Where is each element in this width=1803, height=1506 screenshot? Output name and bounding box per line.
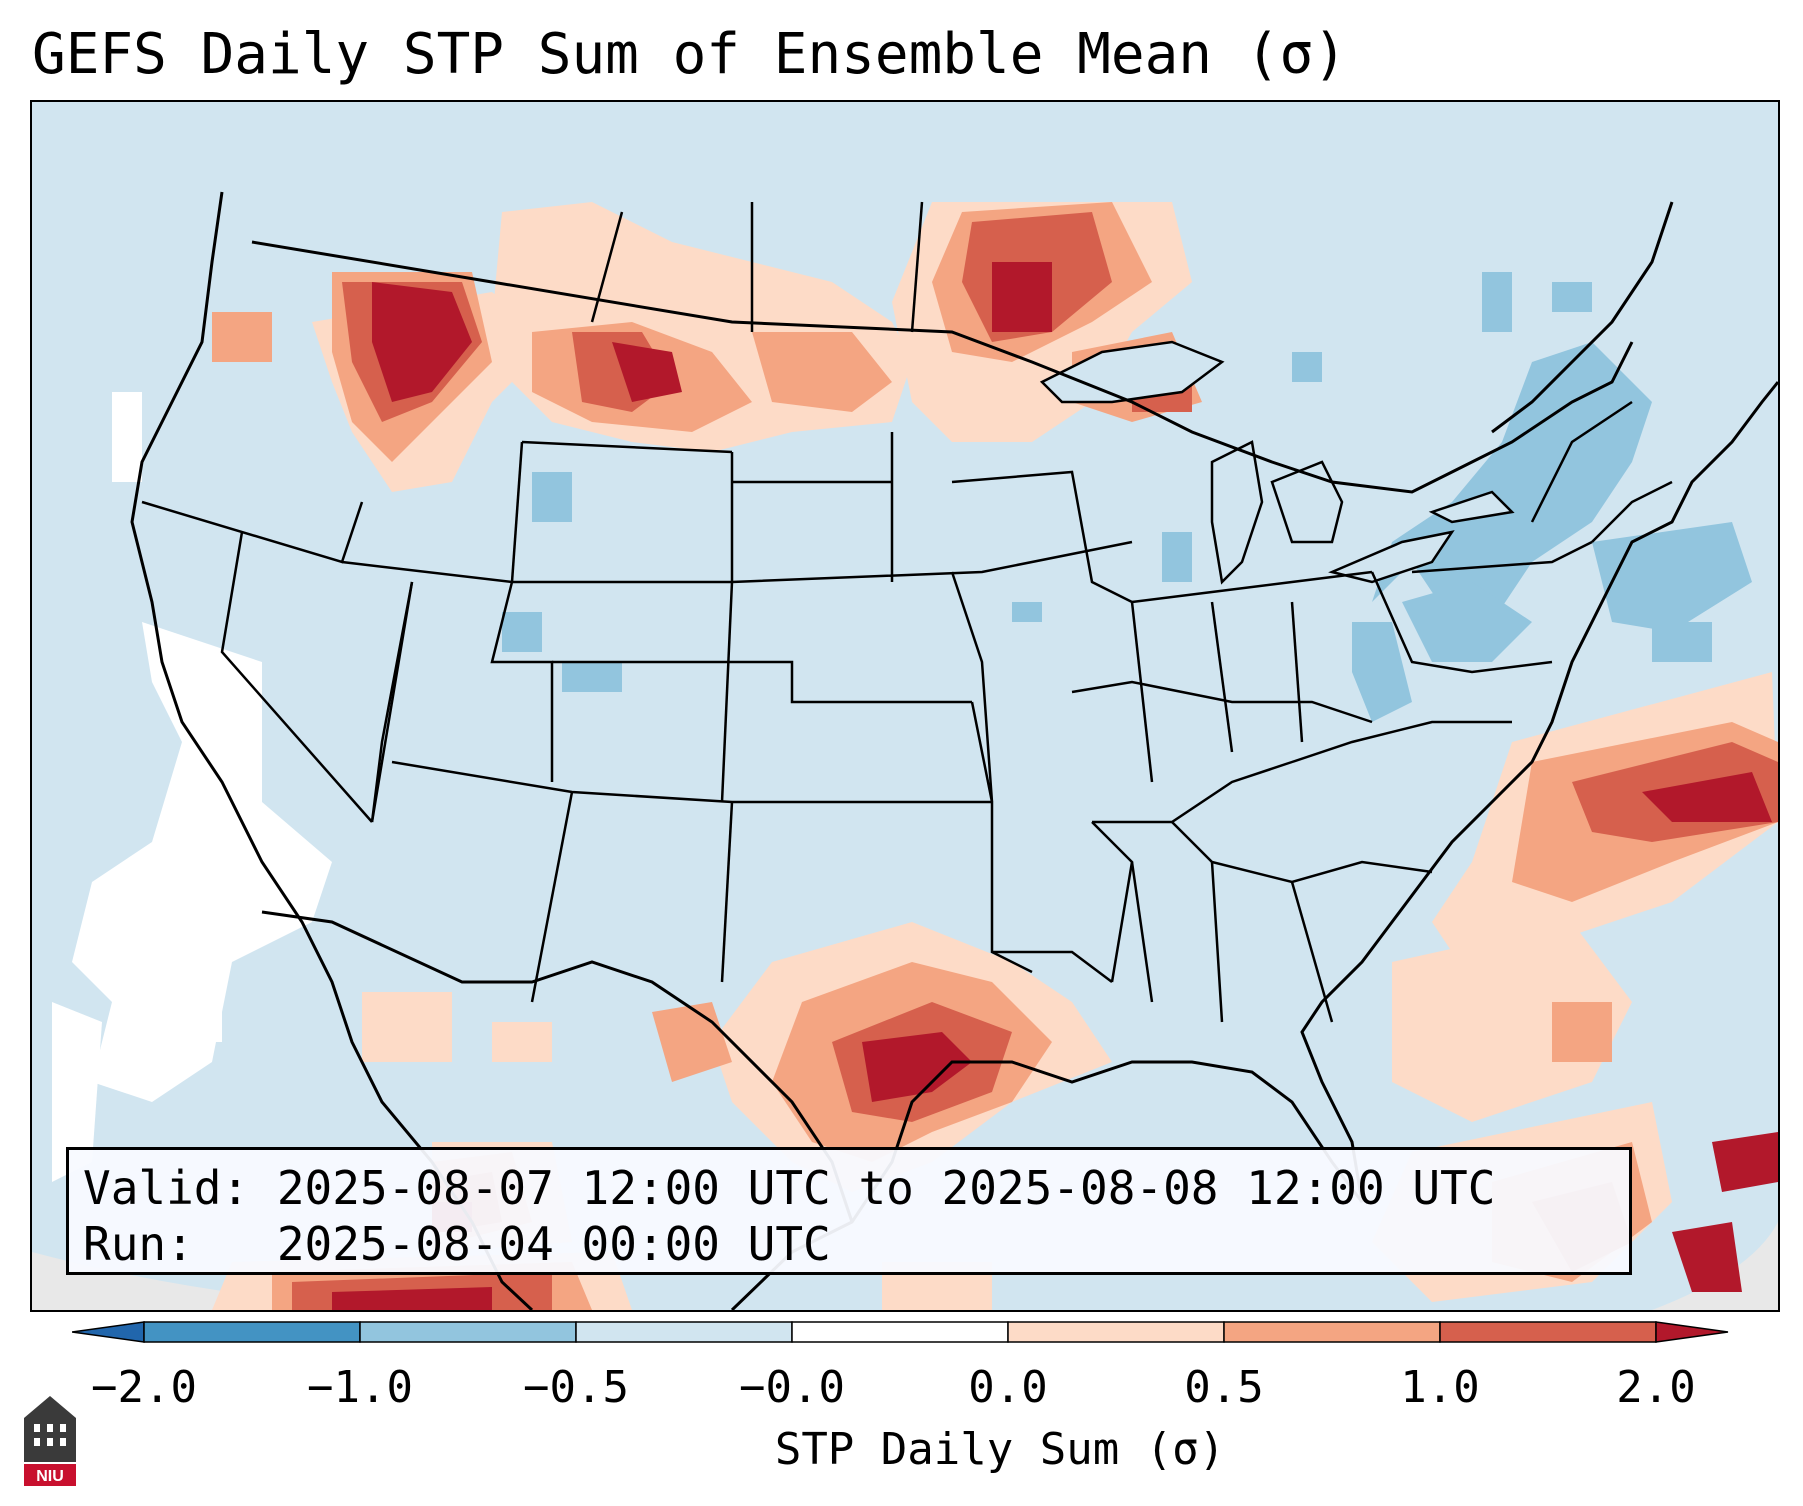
gulf-atlantic-coastline [730,381,1778,1310]
us-canada-border [251,240,1634,494]
colorbar-bin [1223,1321,1441,1343]
great-lakes [1039,340,1515,585]
colorbar-tick-label: 0.0 [968,1362,1048,1413]
colorbar-tick-label: −1.0 [307,1362,413,1413]
colorbar-tick-label: −2.0 [91,1362,197,1413]
colorbar-label: STP Daily Sum (σ) [774,1424,1226,1475]
colorbar [72,1321,1729,1343]
negative-anomaly-patches [502,272,1752,722]
colorbar-tick-label: 0.5 [1184,1362,1264,1413]
colorbar-bin [1439,1321,1657,1343]
us-mexico-border [261,910,854,1223]
domain-edge-se [1652,1222,1778,1310]
colorbar-tick-label: −0.5 [523,1362,629,1413]
map-panel [30,100,1780,1312]
colorbar-bin [359,1321,577,1343]
valid-run-info-box: Valid: 2025-08-07 12:00 UTC to 2025-08-0… [66,1147,1632,1275]
logo-text: NIU [36,1468,64,1485]
colorbar-bin [72,1321,145,1343]
colorbar-bin [791,1321,1009,1343]
map-title: GEFS Daily STP Sum of Ensemble Mean (σ) [32,22,1347,87]
map-canvas [32,191,1778,1310]
state-borders [141,201,1673,1023]
st-lawrence-coast [1491,201,1674,434]
colorbar-bin [575,1321,793,1343]
colorbar-bin [1655,1321,1729,1343]
colorbar-bins [72,1321,1729,1343]
colorbar-tick-label: 1.0 [1400,1362,1480,1413]
colorbar-tick-label: −0.0 [739,1362,845,1413]
niu-logo: NIU [24,1396,76,1486]
colorbar-bin [1007,1321,1225,1343]
domain-edge-sw [32,1252,732,1310]
colorbar-tick-label: 2.0 [1616,1362,1696,1413]
run-time-text: Run: 2025-08-04 00:00 UTC [83,1217,831,1271]
near-zero-pacific [52,392,332,1182]
colorbar-bin [143,1321,361,1343]
valid-time-text: Valid: 2025-08-07 12:00 UTC to 2025-08-0… [83,1161,1496,1215]
